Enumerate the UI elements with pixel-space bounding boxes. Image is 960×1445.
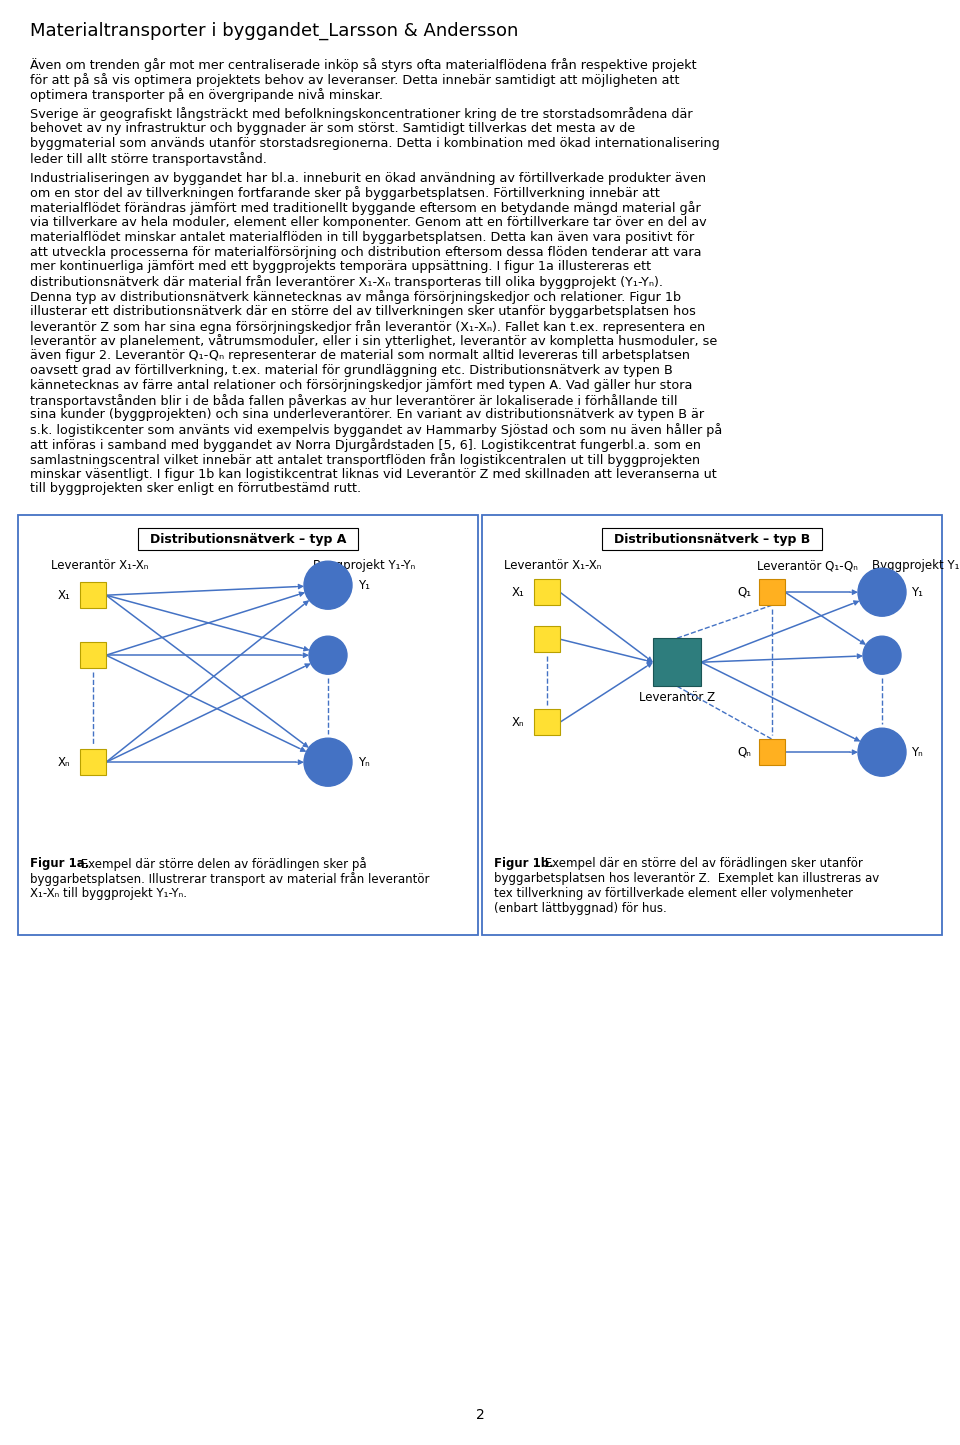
Bar bbox=[534, 709, 560, 736]
Circle shape bbox=[304, 738, 352, 786]
Circle shape bbox=[858, 728, 906, 776]
Bar bbox=[759, 579, 785, 605]
Text: Även om trenden går mot mer centraliserade inköp så styrs ofta materialflödena f: Även om trenden går mot mer centralisera… bbox=[30, 58, 697, 72]
Text: Figur 1b.: Figur 1b. bbox=[494, 857, 554, 870]
Text: även figur 2. Leverantör Q₁-Qₙ representerar de material som normalt alltid leve: även figur 2. Leverantör Q₁-Qₙ represent… bbox=[30, 350, 690, 363]
Bar bbox=[759, 740, 785, 766]
Text: oavsett grad av förtillverkning, t.ex. material för grundläggning etc. Distribut: oavsett grad av förtillverkning, t.ex. m… bbox=[30, 364, 673, 377]
Text: Byggprojekt Y₁-Yₙ: Byggprojekt Y₁-Yₙ bbox=[872, 559, 960, 572]
Text: leverantör Z som har sina egna försörjningskedjor från leverantör (X₁-Xₙ). Falle: leverantör Z som har sina egna försörjni… bbox=[30, 319, 706, 334]
Bar bbox=[653, 639, 701, 686]
Bar bbox=[482, 516, 942, 935]
Text: Industrialiseringen av byggandet har bl.a. inneburit en ökad användning av förti: Industrialiseringen av byggandet har bl.… bbox=[30, 172, 707, 185]
Bar bbox=[602, 529, 822, 551]
Text: byggarbetsplatsen hos leverantör Z.  Exemplet kan illustreras av: byggarbetsplatsen hos leverantör Z. Exem… bbox=[494, 871, 879, 884]
Text: Leverantör X₁-Xₙ: Leverantör X₁-Xₙ bbox=[504, 559, 601, 572]
Text: Qₙ: Qₙ bbox=[737, 746, 751, 759]
Text: X₁: X₁ bbox=[58, 588, 71, 601]
Text: att utveckla processerna för materialförsörjning och distribution eftersom dessa: att utveckla processerna för materialför… bbox=[30, 246, 702, 259]
Text: Materialtransporter i byggandet_Larsson & Andersson: Materialtransporter i byggandet_Larsson … bbox=[30, 22, 518, 40]
Text: X₁-Xₙ till byggprojekt Y₁-Yₙ.: X₁-Xₙ till byggprojekt Y₁-Yₙ. bbox=[30, 887, 187, 900]
Text: Xₙ: Xₙ bbox=[58, 756, 71, 769]
Circle shape bbox=[858, 568, 906, 616]
Text: materialflödet förändras jämfört med traditionellt byggande eftersom en betydand: materialflödet förändras jämfört med tra… bbox=[30, 201, 701, 215]
Bar bbox=[138, 529, 358, 551]
Bar bbox=[80, 642, 106, 668]
Text: byggmaterial som används utanför storstadsregionerna. Detta i kombination med ök: byggmaterial som används utanför storsta… bbox=[30, 137, 720, 150]
Text: leverantör av planelement, våtrumsmoduler, eller i sin ytterlighet, leverantör a: leverantör av planelement, våtrumsmodule… bbox=[30, 334, 717, 348]
Circle shape bbox=[309, 636, 347, 675]
Text: Leverantör X₁-Xₙ: Leverantör X₁-Xₙ bbox=[51, 559, 149, 572]
Text: sina kunder (byggprojekten) och sina underleverantörer. En variant av distributi: sina kunder (byggprojekten) och sina und… bbox=[30, 409, 704, 422]
Bar bbox=[534, 579, 560, 605]
Text: Q₁: Q₁ bbox=[737, 585, 751, 598]
Text: Yₙ: Yₙ bbox=[358, 756, 370, 769]
Text: samlastningscentral vilket innebär att antalet transportflöden från logistikcent: samlastningscentral vilket innebär att a… bbox=[30, 452, 700, 467]
Text: leder till allt större transportavstånd.: leder till allt större transportavstånd. bbox=[30, 152, 267, 166]
Text: mer kontinuerliga jämfört med ett byggprojekts temporära uppsättning. I figur 1a: mer kontinuerliga jämfört med ett byggpr… bbox=[30, 260, 651, 273]
Text: s.k. logistikcenter som använts vid exempelvis byggandet av Hammarby Sjöstad och: s.k. logistikcenter som använts vid exem… bbox=[30, 423, 722, 438]
Text: optimera transporter på en övergripande nivå minskar.: optimera transporter på en övergripande … bbox=[30, 88, 383, 101]
Text: Xₙ: Xₙ bbox=[512, 715, 524, 728]
Bar bbox=[534, 626, 560, 652]
Text: Figur 1a.: Figur 1a. bbox=[30, 857, 89, 870]
Text: Exempel där större delen av förädlingen sker på: Exempel där större delen av förädlingen … bbox=[77, 857, 367, 871]
Text: Distributionsnätverk – typ B: Distributionsnätverk – typ B bbox=[613, 533, 810, 546]
Text: tex tillverkning av förtillverkade element eller volymenheter: tex tillverkning av förtillverkade eleme… bbox=[494, 887, 853, 900]
Text: behovet av ny infrastruktur och byggnader är som störst. Samtidigt tillverkas de: behovet av ny infrastruktur och byggnade… bbox=[30, 123, 636, 136]
Text: Y₁: Y₁ bbox=[358, 578, 370, 591]
Text: 2: 2 bbox=[475, 1407, 485, 1422]
Text: för att på så vis optimera projektets behov av leveranser. Detta innebär samtidi: för att på så vis optimera projektets be… bbox=[30, 72, 680, 87]
Text: Byggprojekt Y₁-Yₙ: Byggprojekt Y₁-Yₙ bbox=[313, 559, 416, 572]
Text: illusterar ett distributionsnätverk där en större del av tillverkningen sker uta: illusterar ett distributionsnätverk där … bbox=[30, 305, 696, 318]
Text: X₁: X₁ bbox=[512, 585, 525, 598]
Text: till byggprojekten sker enligt en förrutbestämd rutt.: till byggprojekten sker enligt en förrut… bbox=[30, 483, 361, 496]
Text: transportavstånden blir i de båda fallen påverkas av hur leverantörer är lokalis: transportavstånden blir i de båda fallen… bbox=[30, 393, 678, 407]
Text: via tillverkare av hela moduler, element eller komponenter. Genom att en förtill: via tillverkare av hela moduler, element… bbox=[30, 215, 707, 228]
Text: kännetecknas av färre antal relationer och försörjningskedjor jämfört med typen : kännetecknas av färre antal relationer o… bbox=[30, 379, 692, 392]
Text: Leverantör Z: Leverantör Z bbox=[639, 691, 715, 704]
Bar bbox=[80, 749, 106, 775]
Text: Denna typ av distributionsnätverk kännetecknas av många försörjningskedjor och r: Denna typ av distributionsnätverk kännet… bbox=[30, 290, 682, 303]
Text: Exempel där en större del av förädlingen sker utanför: Exempel där en större del av förädlingen… bbox=[540, 857, 863, 870]
Text: att införas i samband med byggandet av Norra Djurgårdstaden [5, 6]. Logistikcent: att införas i samband med byggandet av N… bbox=[30, 438, 701, 452]
Text: distributionsnätverk där material från leverantörer X₁-Xₙ transporteras till oli: distributionsnätverk där material från l… bbox=[30, 275, 663, 289]
Text: byggarbetsplatsen. Illustrerar transport av material från leverantör: byggarbetsplatsen. Illustrerar transport… bbox=[30, 871, 429, 886]
Text: Distributionsnätverk – typ A: Distributionsnätverk – typ A bbox=[150, 533, 347, 546]
Text: Leverantör Q₁-Qₙ: Leverantör Q₁-Qₙ bbox=[757, 559, 858, 572]
Text: Y₁: Y₁ bbox=[911, 585, 923, 598]
Bar bbox=[18, 516, 478, 935]
Text: Yₙ: Yₙ bbox=[911, 746, 923, 759]
Text: Sverige är geografiskt långsträckt med befolkningskoncentrationer kring de tre s: Sverige är geografiskt långsträckt med b… bbox=[30, 107, 692, 121]
Text: (enbart lättbyggnad) för hus.: (enbart lättbyggnad) för hus. bbox=[494, 902, 667, 915]
Bar bbox=[80, 582, 106, 608]
Text: om en stor del av tillverkningen fortfarande sker på byggarbetsplatsen. Förtillv: om en stor del av tillverkningen fortfar… bbox=[30, 186, 660, 201]
Text: materialflödet minskar antalet materialflöden in till byggarbetsplatsen. Detta k: materialflödet minskar antalet materialf… bbox=[30, 231, 694, 244]
Circle shape bbox=[304, 561, 352, 610]
Text: minskar väsentligt. I figur 1b kan logistikcentrat liknas vid Leverantör Z med s: minskar väsentligt. I figur 1b kan logis… bbox=[30, 468, 717, 481]
Circle shape bbox=[863, 636, 901, 675]
